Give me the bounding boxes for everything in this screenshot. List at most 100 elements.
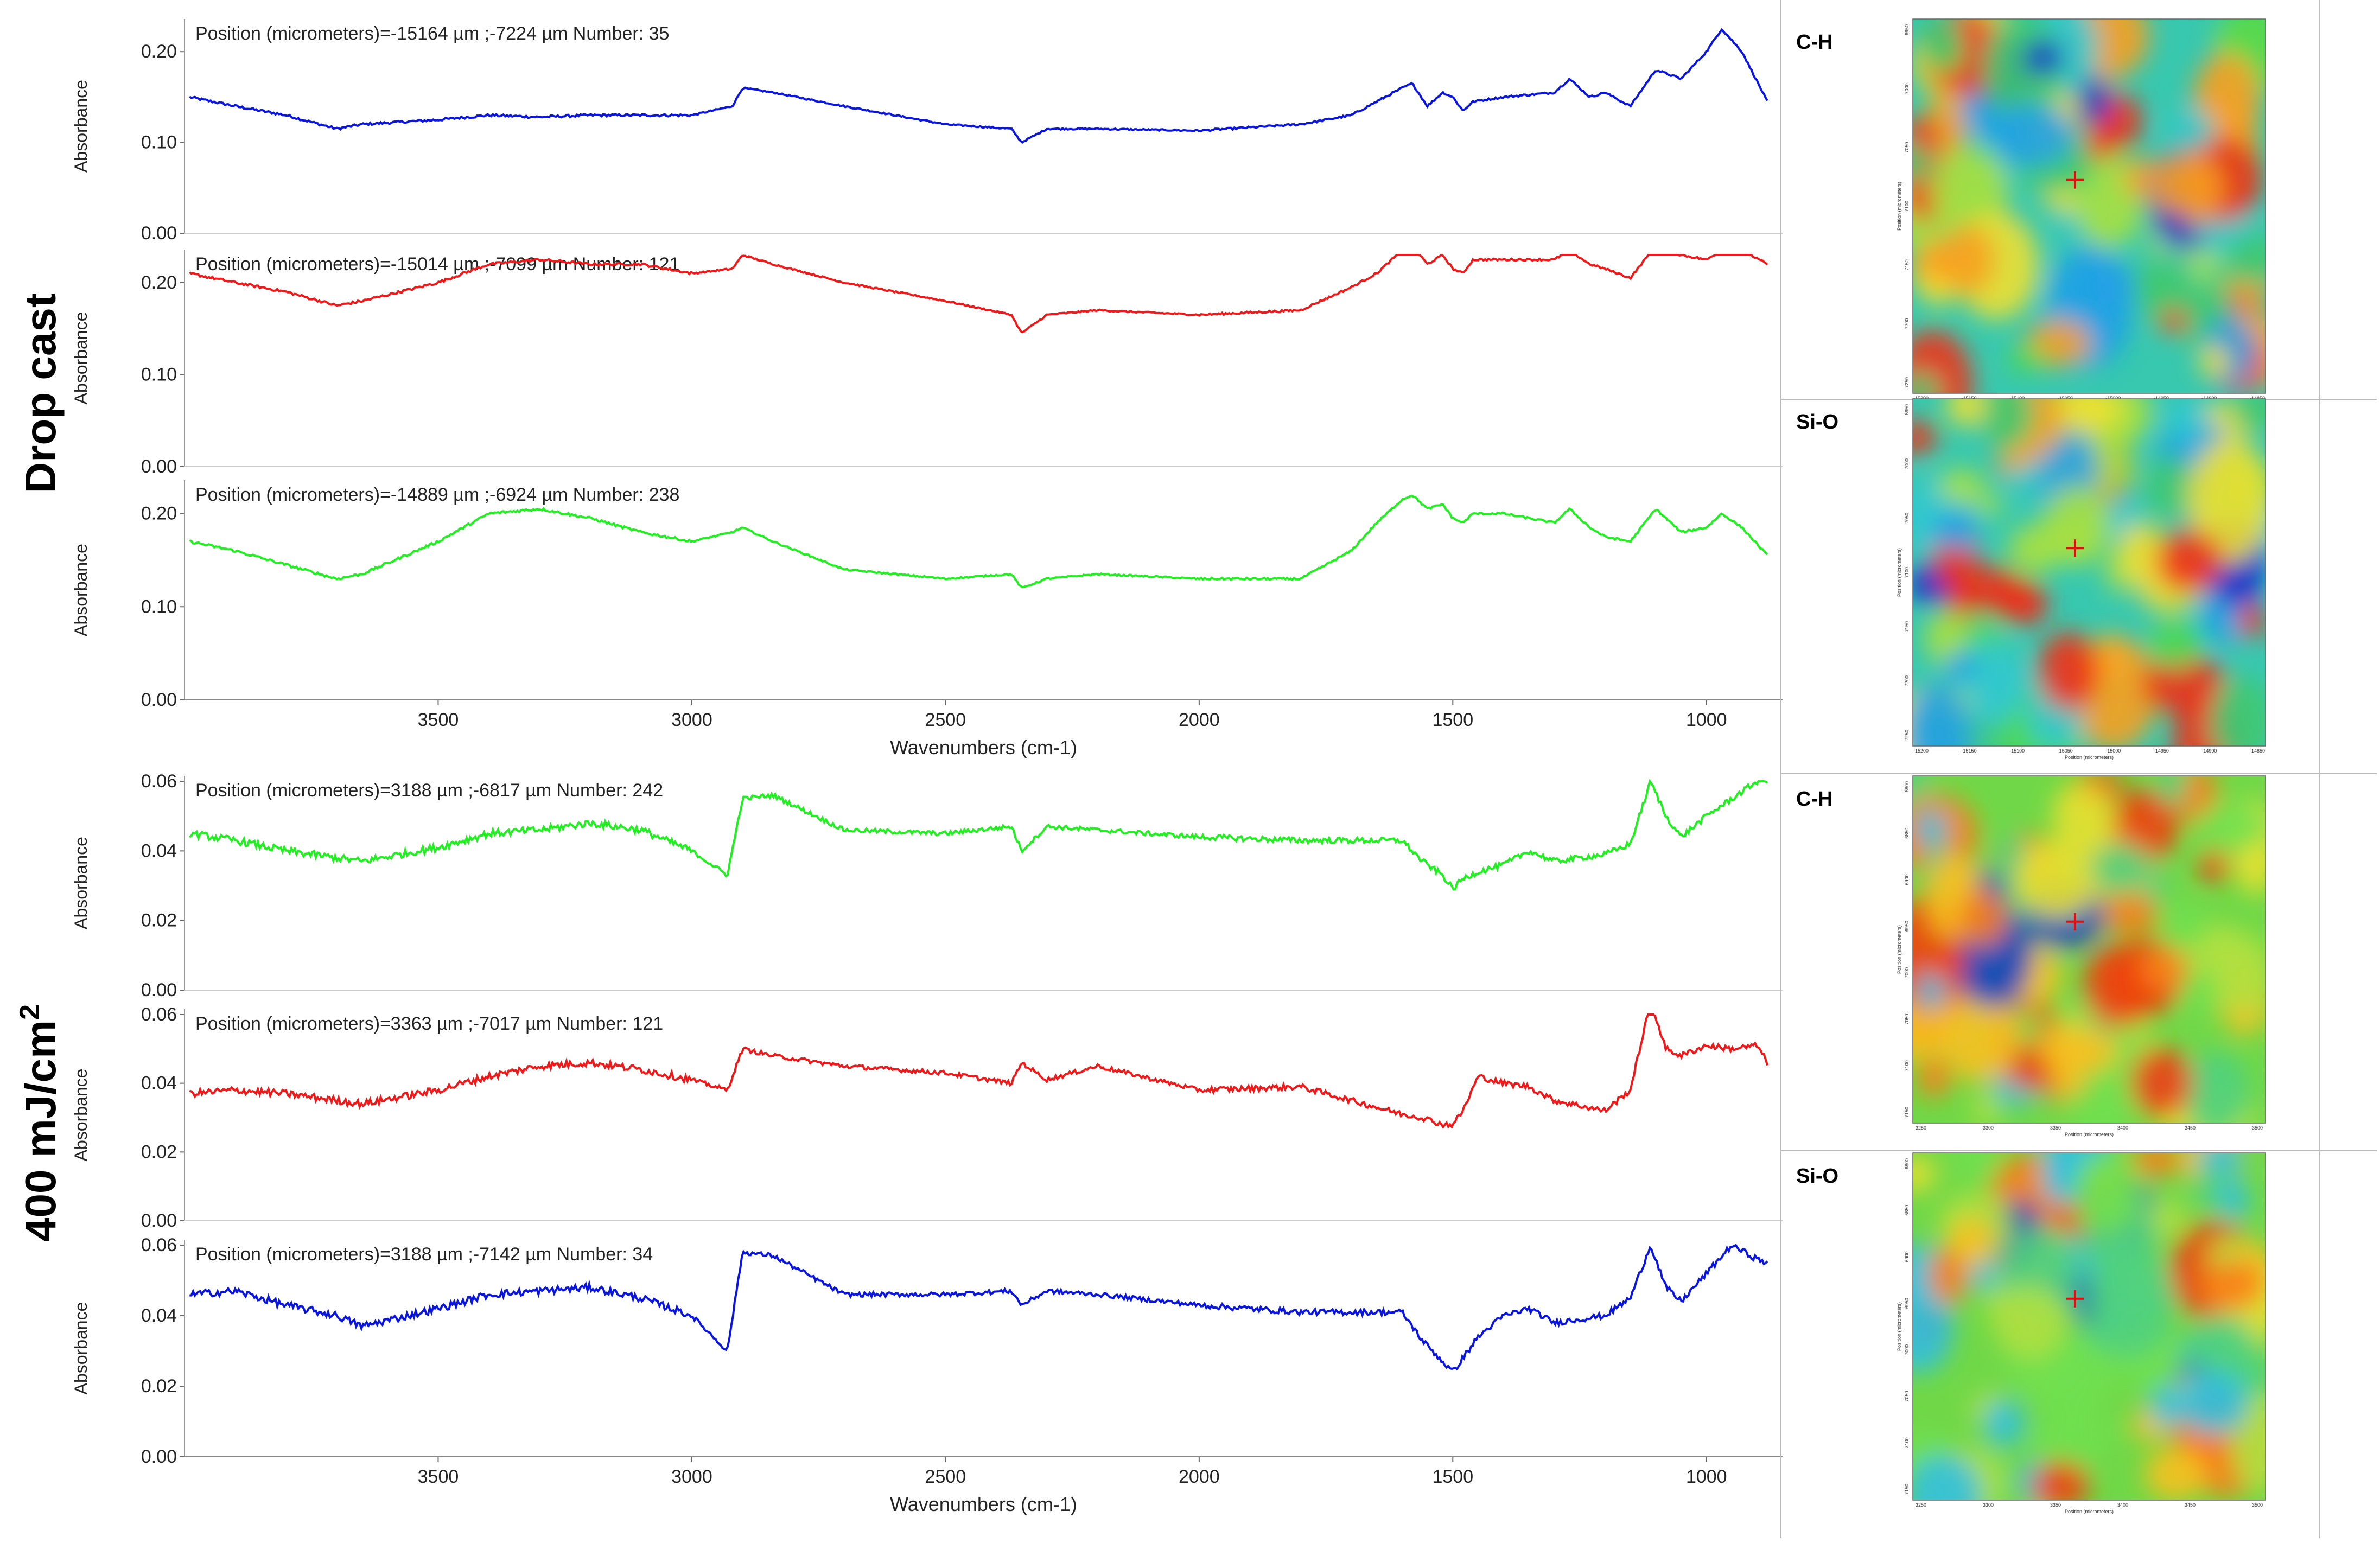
- map-y-label: Position (micrometers): [1897, 925, 1902, 974]
- group-label-drop-cast: Drop cast: [16, 294, 65, 494]
- heatmap-blob: [2130, 1047, 2193, 1118]
- map-x-label: Position (micrometers): [2065, 1132, 2114, 1137]
- heatmap-blob: [2139, 947, 2189, 991]
- heatmap-blob: [2008, 524, 2061, 575]
- heatmap-blob: [2199, 345, 2230, 379]
- map-panel-4: Si-O 6800 6850 6900 6950 7000 7050 7100 7150 3250…: [1796, 1152, 2266, 1514]
- map-y-tick: 6800: [1904, 1158, 1910, 1169]
- group-label-laser-sup: 2: [14, 1004, 46, 1020]
- x-tick-label: 1000: [1686, 1467, 1727, 1487]
- heatmap-blob: [1913, 809, 1948, 848]
- group-label-laser-main: 400 mJ/cm: [16, 1020, 65, 1242]
- heatmap-blob: [1929, 146, 2008, 235]
- y-axis-label: Absorbance: [71, 1069, 91, 1162]
- heatmap-blob: [2178, 1370, 2249, 1435]
- map-x-tick: 3250: [1916, 1125, 1926, 1131]
- map-y-tick: 7050: [1904, 1391, 1910, 1402]
- heatmap-blob: [1913, 685, 1972, 746]
- heatmap-blob: [2237, 603, 2266, 639]
- y-tick-label: 0.20: [141, 41, 177, 62]
- map-x-tick: 3250: [1916, 1502, 1926, 1508]
- heatmap-blob: [2103, 894, 2158, 936]
- heatmap-blob: [2231, 399, 2266, 432]
- heatmap-blob: [2224, 234, 2266, 286]
- spectrum-title: Position (micrometers)=3188 µm ;-7142 µm…: [195, 1244, 653, 1265]
- map-y-tick: 7000: [1904, 83, 1910, 94]
- y-tick-label: 0.00: [141, 980, 177, 1000]
- map-x-tick: 3350: [2050, 1125, 2061, 1131]
- heatmap-blob: [1913, 421, 1937, 455]
- map-x-tick: 3400: [2117, 1125, 2128, 1131]
- map-x-tick: -14900: [2201, 748, 2217, 754]
- map-y-tick: 7200: [1904, 318, 1910, 329]
- heatmap-blob: [2149, 1386, 2183, 1428]
- heatmap-blob: [2158, 776, 2187, 805]
- map-x-tick: 3450: [2185, 1125, 2196, 1131]
- map-x-tick: -14950: [2154, 748, 2169, 754]
- heatmap-blobs: [1913, 776, 2266, 1123]
- map-y-tick: 7000: [1904, 458, 1910, 469]
- map-x-tick: -14900: [2201, 396, 2217, 401]
- y-tick-label: 0.04: [141, 1305, 177, 1326]
- map-y-label: Position (micrometers): [1897, 548, 1902, 597]
- heatmap-blobs: [1913, 19, 2266, 393]
- heatmap-blob: [2153, 151, 2223, 226]
- map-frame: [1912, 1152, 2266, 1501]
- x-tick-label: 2500: [925, 710, 966, 730]
- heatmap-blob: [2147, 454, 2193, 519]
- heatmap-blob: [2237, 842, 2266, 895]
- map-y-tick: 7100: [1904, 1060, 1910, 1071]
- map-x-tick: 3450: [2185, 1502, 2196, 1508]
- map-separator: [1780, 773, 2377, 774]
- map-x-tick: -15050: [2058, 396, 2073, 401]
- y-tick-label: 0.06: [141, 1235, 177, 1255]
- x-tick-label: 1000: [1686, 710, 1727, 730]
- map-y-tick: 6900: [1904, 874, 1910, 885]
- spectrum-title: Position (micrometers)=3363 µm ;-7017 µm…: [195, 1013, 663, 1034]
- heatmap-blob: [2131, 1153, 2181, 1177]
- heatmap-blob: [2179, 970, 2217, 1018]
- x-axis-label: Wavenumbers (cm-1): [890, 736, 1077, 758]
- y-tick-label: 0.10: [141, 132, 177, 153]
- heatmap-blob: [1946, 399, 1990, 427]
- map-x-tick: -15100: [2009, 748, 2025, 754]
- heatmap: [1913, 19, 2266, 393]
- heatmap-blob: [2089, 843, 2152, 895]
- heatmap-blob: [1957, 890, 2008, 946]
- spectrum-line: [189, 494, 1768, 589]
- x-tick-label: 3000: [671, 710, 712, 730]
- y-tick-label: 0.00: [141, 690, 177, 710]
- heatmap-blob: [2038, 632, 2099, 711]
- y-tick-label: 0.00: [141, 456, 177, 477]
- heatmap-blob: [1952, 1153, 1999, 1183]
- heatmap-blob: [1938, 468, 1986, 504]
- x-axes: 3500 3000 2500 2000 1500 1000 Wavenumbers (cm-…: [184, 699, 1783, 1515]
- map-x-tick: -15000: [2105, 748, 2121, 754]
- heatmap-blob: [1940, 993, 2020, 1083]
- map-y-tick: 7150: [1904, 259, 1910, 270]
- map-y-tick: 7000: [1904, 967, 1910, 978]
- heatmap-blob: [1946, 650, 1976, 682]
- heatmap-blob: [2159, 210, 2187, 245]
- y-axis-label: Absorbance: [71, 312, 91, 405]
- map-y-tick: 6950: [1904, 24, 1910, 35]
- spectrum-line: [189, 1244, 1768, 1370]
- heatmap-blob: [1972, 1093, 2000, 1123]
- heatmap-blob: [2149, 621, 2200, 668]
- heatmap-blob: [1988, 103, 2075, 167]
- maps: C-H 6950 7000 7050 7100 7150 7200 7250 -15200 -15…: [1780, 0, 2377, 1538]
- map-separator: [1780, 1150, 2377, 1151]
- map-x-tick: 3400: [2117, 1502, 2128, 1508]
- heatmap-blob: [2113, 788, 2179, 862]
- heatmap-blob: [1941, 224, 1995, 295]
- map-y-tick: 7100: [1904, 201, 1910, 212]
- map-label: C-H: [1796, 31, 1833, 54]
- spectrum-title: Position (micrometers)=-15164 µm ;-7224 …: [195, 23, 669, 44]
- y-axis-label: Absorbance: [71, 837, 91, 929]
- heatmap-blob: [1913, 1156, 1936, 1193]
- heatmap-blob: [1913, 143, 1932, 181]
- heatmap-blob: [2198, 1259, 2264, 1310]
- heatmap-blob: [1917, 19, 1964, 59]
- map-y-tick: 6850: [1904, 1205, 1910, 1216]
